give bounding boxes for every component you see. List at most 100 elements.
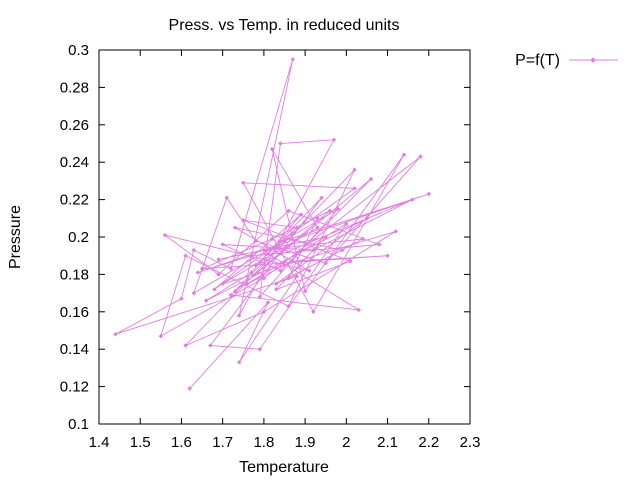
data-point bbox=[323, 260, 329, 266]
x-tick-label: 2.3 bbox=[460, 434, 481, 451]
y-tick-label: 0.26 bbox=[60, 117, 89, 134]
data-point bbox=[290, 56, 296, 62]
data-point bbox=[265, 251, 271, 257]
data-point bbox=[278, 141, 283, 146]
data-point bbox=[162, 232, 168, 238]
data-point bbox=[286, 208, 291, 214]
data-point bbox=[232, 288, 238, 294]
data-point bbox=[269, 146, 275, 152]
data-point bbox=[240, 217, 246, 223]
x-tick-label: 1.4 bbox=[89, 434, 110, 451]
y-axis: 0.1 0.12 0.14 0.16 0.18 0.2 0.22 0.24 0.26 0.28 0.… bbox=[60, 42, 470, 433]
data-point bbox=[183, 253, 188, 259]
data-point bbox=[282, 238, 287, 244]
y-tick-label: 0.22 bbox=[60, 192, 89, 209]
data-point bbox=[286, 275, 291, 281]
data-point bbox=[249, 253, 254, 259]
data-point bbox=[348, 258, 353, 264]
data-point bbox=[343, 221, 349, 227]
data-point bbox=[158, 333, 164, 339]
y-tick-label: 0.28 bbox=[60, 79, 89, 96]
data-point bbox=[290, 258, 296, 264]
y-tick-label: 0.24 bbox=[60, 154, 89, 171]
data-point bbox=[385, 253, 390, 259]
x-tick-label: 2 bbox=[342, 434, 350, 451]
data-point bbox=[352, 186, 357, 191]
data-point bbox=[240, 180, 246, 186]
data-point bbox=[191, 247, 197, 253]
data-point bbox=[224, 195, 230, 201]
data-point bbox=[311, 247, 316, 253]
data-point bbox=[236, 359, 242, 365]
data-point bbox=[376, 242, 382, 247]
data-point bbox=[257, 294, 263, 300]
data-point bbox=[352, 167, 357, 173]
data-point bbox=[113, 331, 118, 337]
y-axis-label: Pressure bbox=[7, 205, 24, 269]
data-point bbox=[220, 242, 226, 247]
data-point bbox=[203, 298, 209, 303]
x-tick-label: 1.9 bbox=[295, 434, 316, 451]
data-point bbox=[253, 262, 258, 268]
data-point bbox=[319, 195, 324, 201]
data-point bbox=[228, 266, 234, 272]
data-point bbox=[261, 275, 267, 281]
data-point bbox=[331, 137, 337, 143]
data-point bbox=[253, 238, 258, 244]
data-point bbox=[228, 292, 234, 298]
y-tick-label: 0.16 bbox=[60, 304, 89, 321]
data-point bbox=[216, 257, 221, 262]
y-tick-label: 0.1 bbox=[68, 416, 89, 433]
data-point bbox=[286, 303, 291, 309]
data-point bbox=[199, 266, 205, 272]
data-point bbox=[339, 247, 345, 253]
data-point bbox=[327, 208, 333, 214]
data-point bbox=[273, 281, 279, 287]
x-tick-label: 2.1 bbox=[377, 434, 398, 451]
data-point bbox=[335, 206, 341, 212]
data-point bbox=[191, 290, 197, 296]
data-point bbox=[257, 346, 263, 352]
data-point bbox=[216, 272, 221, 277]
data-point bbox=[311, 309, 316, 315]
data-point bbox=[187, 386, 193, 391]
x-axis: 1.4 1.5 1.6 1.7 1.8 1.9 2 2.1 2.2 2.3 bbox=[89, 50, 481, 451]
data-point bbox=[323, 234, 329, 240]
x-tick-label: 1.7 bbox=[212, 434, 233, 451]
data-point bbox=[236, 313, 242, 318]
x-axis-label: Temperature bbox=[239, 459, 329, 476]
data-point bbox=[360, 236, 366, 242]
legend: P=f(T) bbox=[515, 52, 618, 69]
data-point bbox=[269, 236, 275, 242]
data-point bbox=[298, 212, 304, 217]
data-point bbox=[294, 273, 300, 279]
data-point bbox=[183, 343, 188, 348]
data-point bbox=[306, 268, 312, 274]
x-tick-label: 1.5 bbox=[130, 434, 151, 451]
data-point bbox=[207, 343, 213, 348]
data-point bbox=[261, 309, 267, 315]
x-tick-label: 1.8 bbox=[253, 434, 274, 451]
data-point bbox=[265, 300, 271, 305]
data-point bbox=[294, 225, 300, 231]
data-point bbox=[356, 307, 362, 313]
series-layer bbox=[113, 56, 432, 391]
data-point bbox=[220, 281, 226, 287]
data-point bbox=[401, 152, 407, 158]
chart-title: Press. vs Temp. in reduced units bbox=[169, 17, 400, 34]
data-point bbox=[245, 281, 250, 287]
data-point bbox=[212, 287, 217, 292]
y-tick-label: 0.18 bbox=[60, 266, 89, 283]
data-point bbox=[261, 247, 267, 253]
data-point bbox=[273, 287, 279, 292]
data-point bbox=[302, 288, 308, 294]
data-point bbox=[426, 191, 432, 197]
data-point bbox=[249, 270, 254, 275]
y-tick-label: 0.2 bbox=[68, 229, 89, 246]
data-point bbox=[364, 215, 370, 221]
y-tick-label: 0.14 bbox=[60, 341, 89, 358]
x-tick-label: 1.6 bbox=[171, 434, 192, 451]
y-tick-label: 0.12 bbox=[60, 379, 89, 396]
data-point bbox=[409, 197, 415, 202]
